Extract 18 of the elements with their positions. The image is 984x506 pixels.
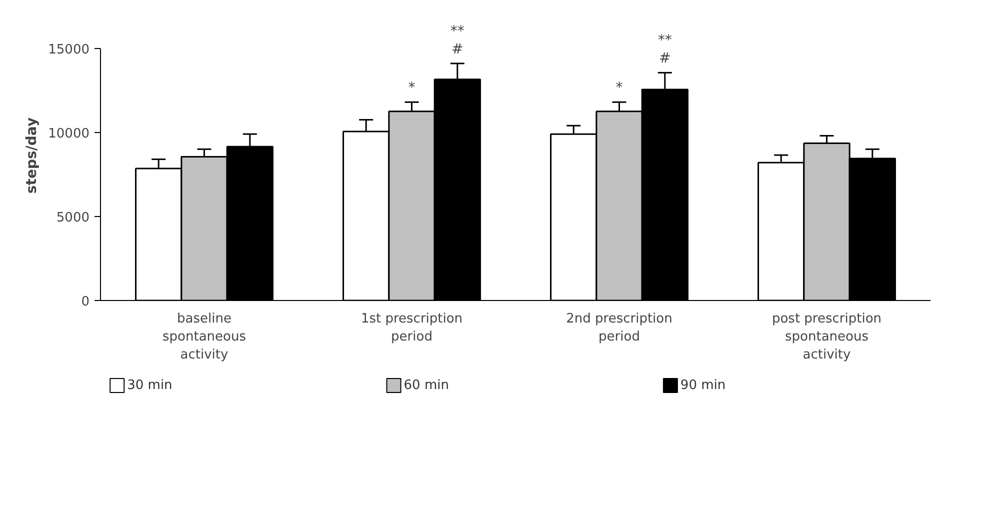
x-tick-label: post prescription spontaneous activity (772, 312, 882, 362)
y-tick-label: 15000 (48, 42, 90, 58)
annotation: # (659, 50, 671, 67)
annotation: * (616, 80, 623, 96)
legend-label: 90 min (680, 378, 726, 393)
annotation: # (452, 41, 464, 58)
x-tick-label: 1st prescription period (360, 312, 463, 344)
x-tick-label: 2nd prescription period (566, 312, 672, 344)
y-tick-label: 10000 (48, 126, 90, 142)
text: ** (450, 23, 464, 40)
y-tick-label: 5000 (56, 210, 90, 226)
x-tick-label: baseline spontaneous activity (162, 312, 246, 362)
legend-label: 30 min (127, 378, 172, 393)
legend-label: 60 min (404, 378, 449, 393)
y-tick-label: 0 (81, 294, 90, 310)
annotation: * (408, 80, 416, 96)
annotation: ** (658, 32, 672, 49)
y-axis-title: steps/day (24, 117, 40, 194)
